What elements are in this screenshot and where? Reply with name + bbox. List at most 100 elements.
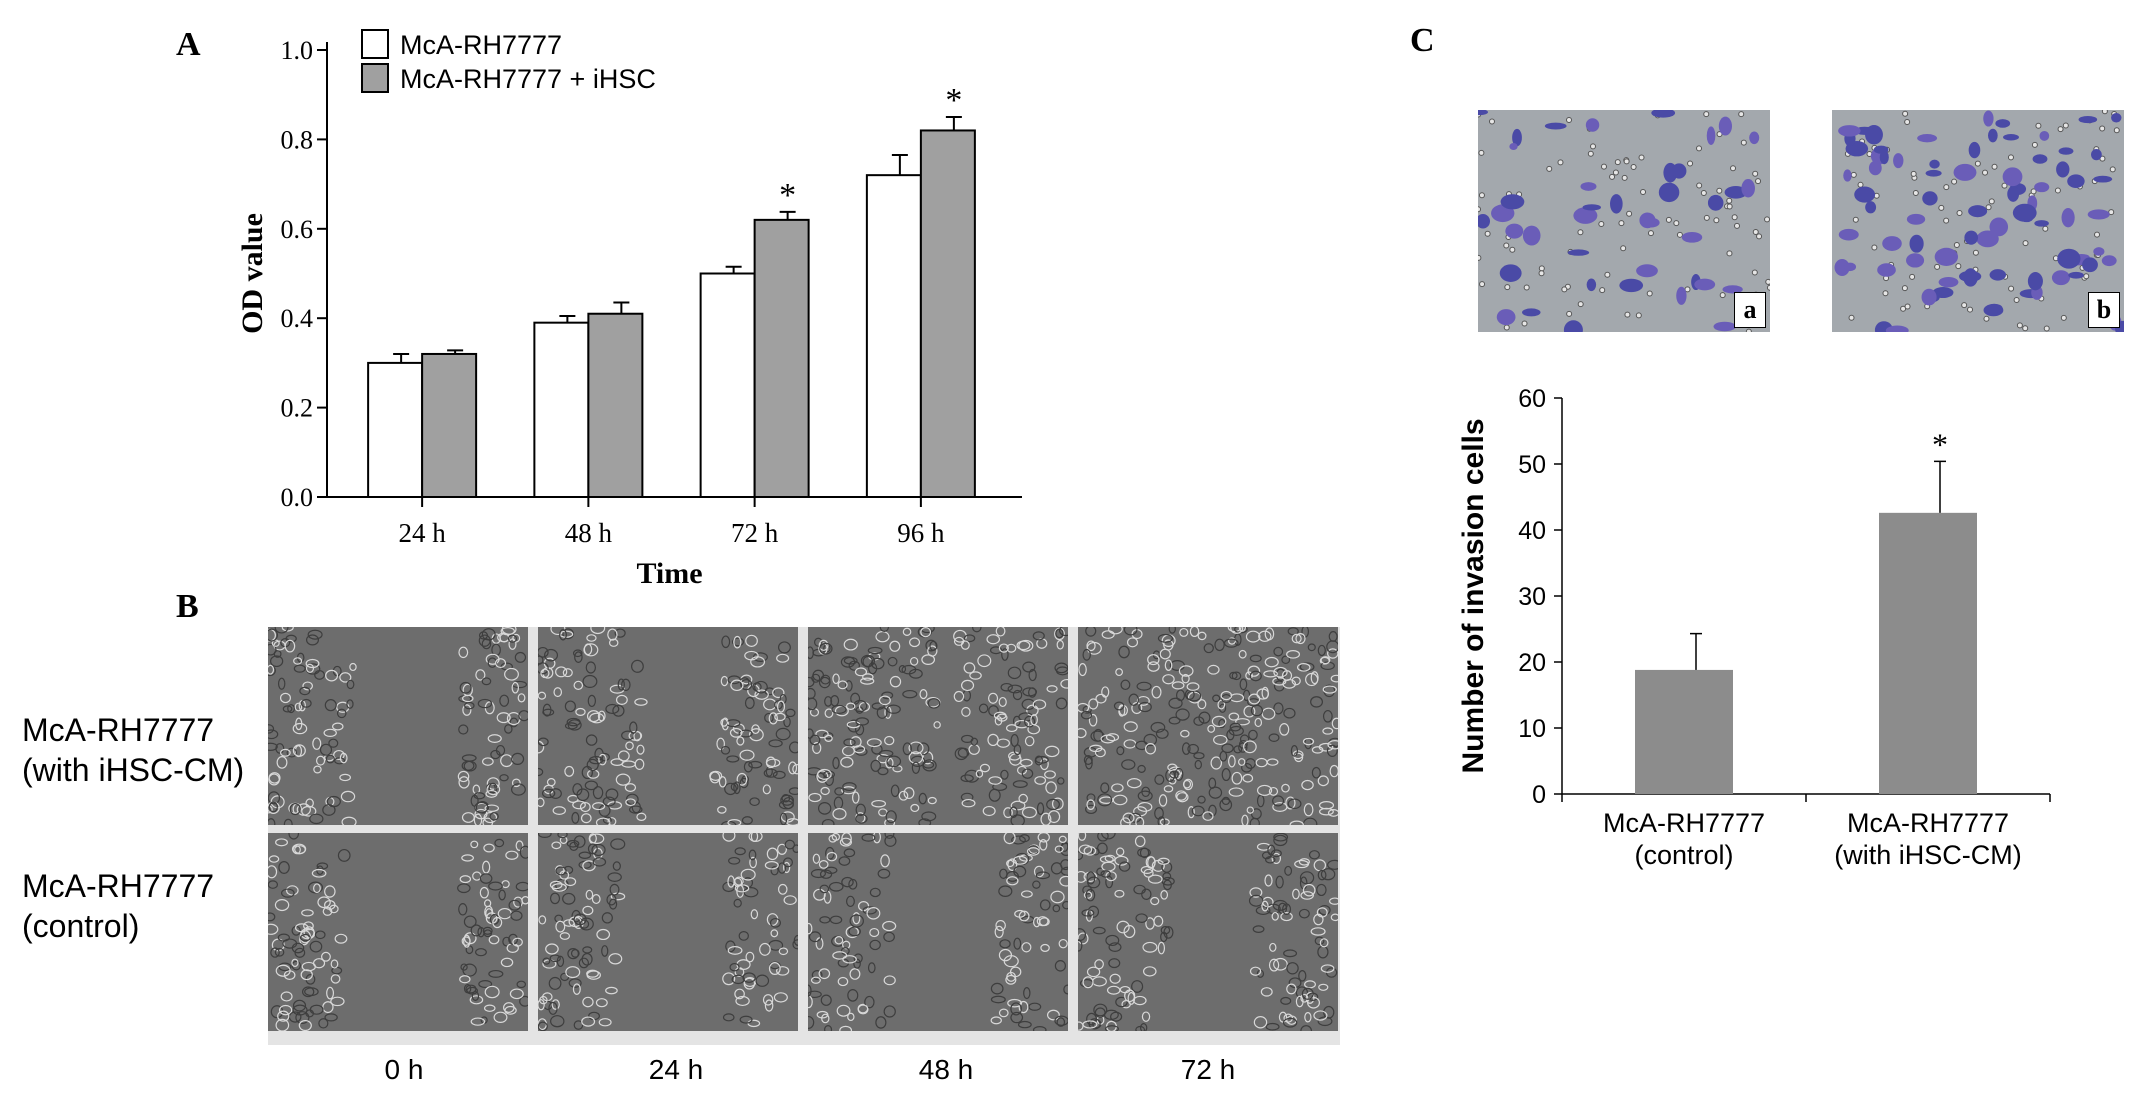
stained-cell (1573, 207, 1598, 224)
pore (1703, 214, 1710, 221)
cell (305, 798, 314, 808)
stained-cell (1838, 125, 1861, 137)
cell (1147, 654, 1160, 666)
cell (1141, 786, 1151, 798)
pore (1985, 204, 1992, 211)
cell (562, 628, 574, 640)
cell (268, 855, 280, 863)
cell (1269, 942, 1277, 952)
stained-cell (2027, 272, 2043, 291)
pore (1745, 328, 1752, 332)
cell (1249, 817, 1260, 825)
cell (1194, 759, 1202, 770)
cell (605, 703, 620, 715)
cell (497, 907, 512, 920)
cell (823, 770, 835, 779)
cell (968, 744, 980, 755)
cell (475, 948, 487, 957)
cell (778, 947, 789, 956)
cell (614, 628, 626, 638)
cell (463, 934, 471, 948)
cell (1082, 648, 1091, 661)
stained-cell (2101, 255, 2117, 267)
cell (780, 811, 795, 823)
cell (1059, 842, 1068, 856)
cell (1021, 768, 1034, 779)
cell (1161, 876, 1175, 886)
cell (810, 976, 821, 984)
cell (1094, 747, 1106, 758)
cell (507, 634, 518, 643)
cell (484, 899, 492, 908)
cell (295, 717, 303, 731)
cell (1307, 996, 1320, 1009)
cell (336, 701, 350, 713)
cell (268, 818, 276, 825)
cell (922, 761, 935, 769)
stained-cell (1921, 288, 1937, 306)
cell (1197, 699, 1207, 710)
cell (1278, 1011, 1288, 1023)
cell (847, 1012, 855, 1022)
cell (1110, 1011, 1123, 1022)
cell (847, 988, 859, 1002)
cell (749, 797, 760, 807)
cell (291, 925, 301, 936)
cell (592, 857, 607, 867)
cell (316, 862, 329, 870)
cell (271, 639, 280, 647)
cell (323, 728, 337, 738)
pore (2057, 126, 2064, 133)
cell (969, 671, 982, 680)
cell (1248, 729, 1258, 741)
cell (1114, 855, 1129, 866)
cell (1320, 964, 1335, 973)
cell (832, 951, 848, 960)
cell (998, 885, 1013, 897)
pore (1577, 301, 1584, 308)
cell (270, 655, 284, 668)
cell (1273, 957, 1288, 971)
cell (909, 637, 921, 648)
y-tick-label: 50 (1518, 451, 1546, 479)
cell (634, 698, 648, 706)
cell (1227, 627, 1242, 633)
cell (472, 871, 482, 881)
cell (902, 742, 912, 756)
cell (1039, 899, 1051, 911)
cell (1006, 643, 1017, 653)
cell (282, 938, 298, 949)
stain-texture (1478, 110, 1770, 332)
cell (745, 951, 755, 963)
cell (817, 801, 832, 815)
cell (625, 741, 634, 751)
pore (1764, 216, 1770, 223)
cell (1033, 916, 1041, 928)
cell (1310, 696, 1324, 708)
cell (1154, 807, 1164, 820)
cell (1150, 896, 1160, 906)
cell (1046, 798, 1060, 811)
cell (1221, 768, 1231, 782)
cell (1272, 795, 1285, 807)
cell (509, 988, 524, 1000)
cell (1228, 725, 1244, 736)
cell (953, 690, 965, 703)
cell (564, 765, 575, 777)
cell (841, 745, 855, 757)
cell (457, 883, 471, 894)
cell (872, 833, 881, 844)
cell (489, 914, 500, 925)
cell (841, 833, 852, 846)
cell (1100, 870, 1111, 878)
pore (1479, 281, 1486, 288)
cell (472, 784, 481, 795)
row-label-line2: (with iHSC-CM) (22, 752, 245, 788)
cell (1286, 650, 1301, 659)
cell (902, 689, 918, 699)
invasion-image-b: b (1832, 110, 2124, 332)
cell (579, 801, 591, 813)
cell (1037, 833, 1050, 843)
cell (564, 877, 577, 887)
cell (1286, 962, 1299, 975)
